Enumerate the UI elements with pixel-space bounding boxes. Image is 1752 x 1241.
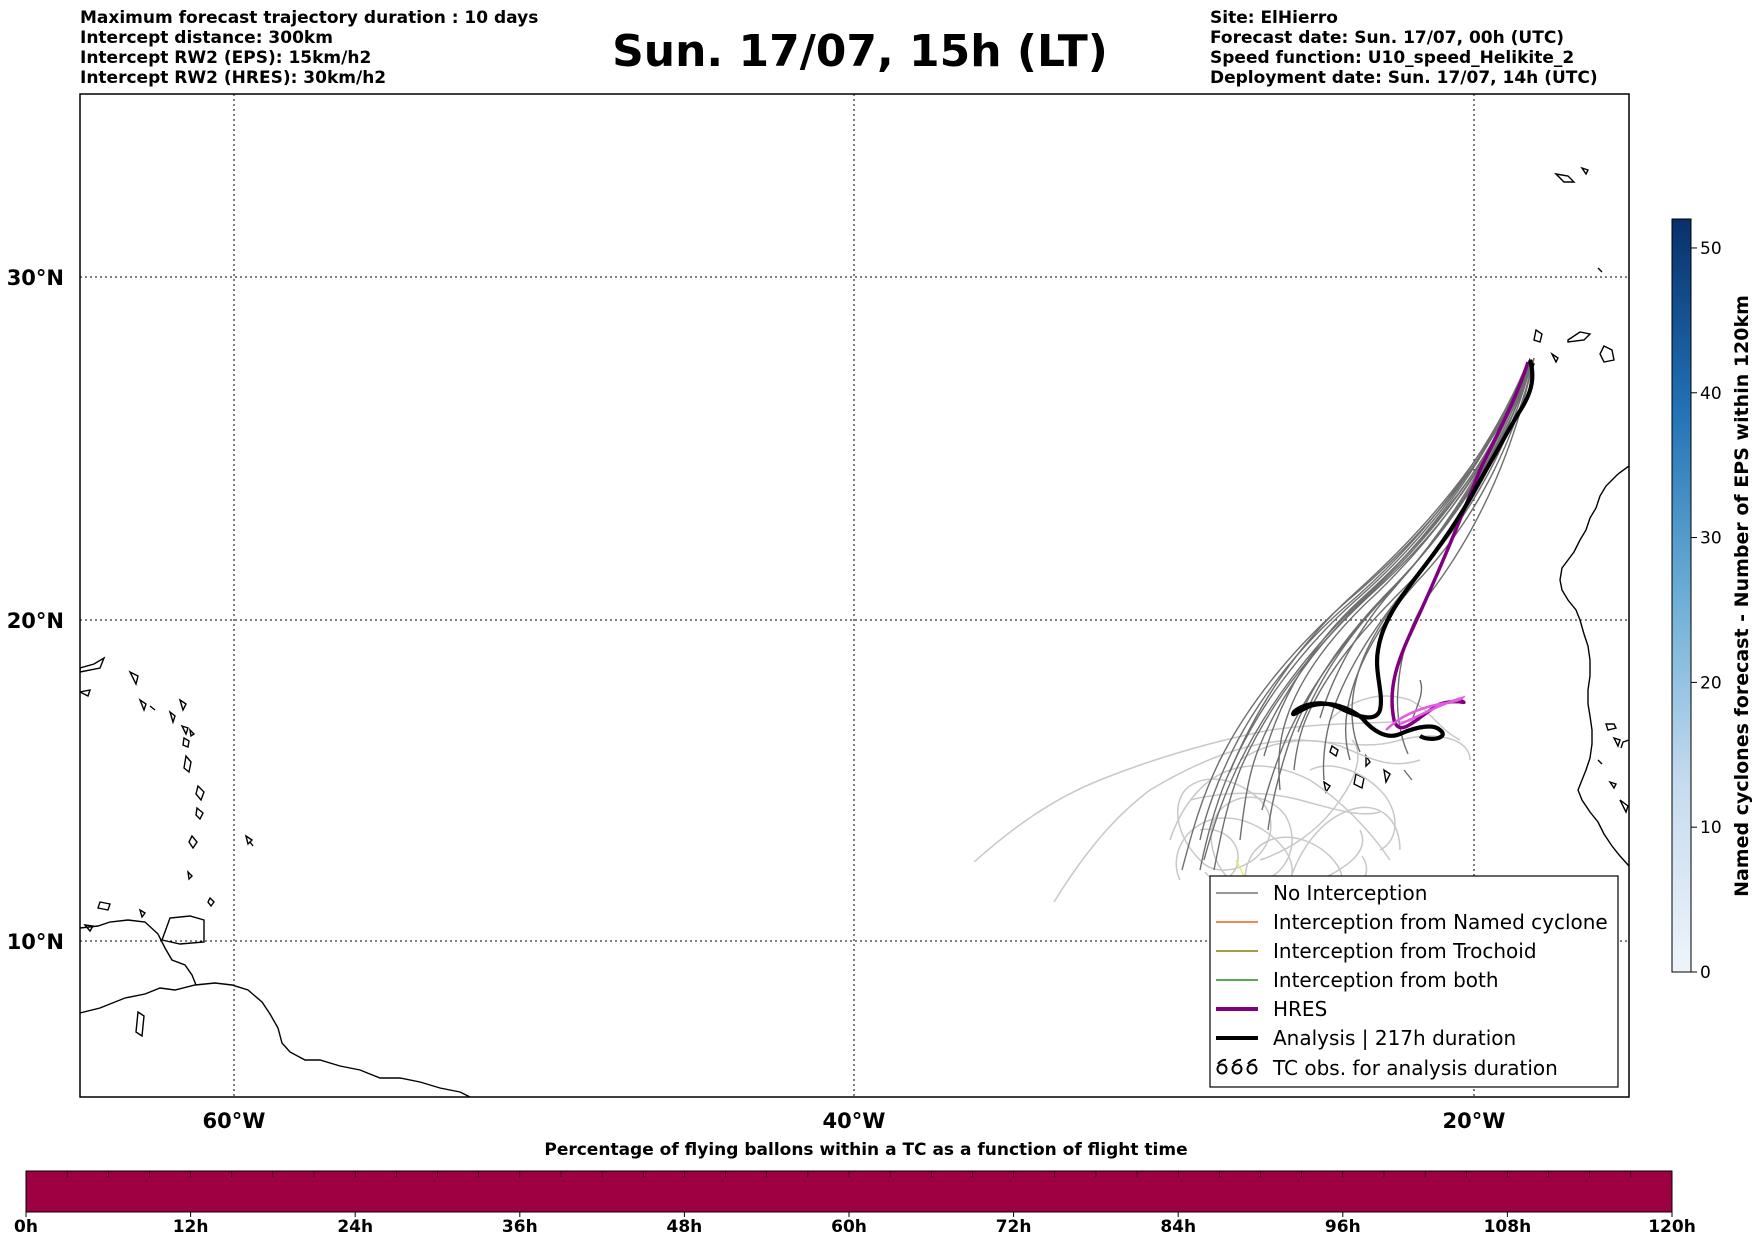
colorbar-bottom-tick-label: 48h — [667, 1217, 703, 1237]
legend-box — [1209, 875, 1619, 1088]
colorbar-bottom-tick-label: 0h — [14, 1217, 38, 1237]
header-intercept-distance: Intercept distance: 300km — [80, 28, 333, 48]
legend-label-trochoid: Interception from Trochoid — [1273, 939, 1537, 963]
legend: No Interception Interception from Named … — [1209, 875, 1619, 1088]
lat-label-10n: 10°N — [7, 930, 64, 954]
lon-label-20w: 20°W — [1443, 1109, 1506, 1133]
header-forecast-date: Forecast date: Sun. 17/07, 00h (UTC) — [1210, 28, 1565, 48]
coast-south-america — [80, 982, 471, 1097]
cyclone-symbols-icon — [1216, 1058, 1258, 1075]
colorbar-flight-time: Percentage of flying ballons within a TC… — [14, 1140, 1696, 1237]
coast-trinidad — [161, 915, 205, 945]
coast-cape-verde — [1322, 744, 1391, 794]
header-intercept-hres: Intercept RW2 (HRES): 30km/h2 — [80, 68, 387, 88]
colorbar-named-cyclones: 0 10 20 30 40 50 Named cyclones forecast - Nu… — [1671, 218, 1752, 983]
header-max-duration: Maximum forecast trajectory duration : 1… — [80, 8, 539, 28]
legend-label-both: Interception from both — [1273, 968, 1499, 992]
colorbar-right-tick-label: 40 — [1700, 384, 1722, 404]
header-site: Site: ElHierro — [1210, 8, 1338, 28]
header-speed-function: Speed function: U10_speed_Helikite_2 — [1210, 48, 1575, 68]
legend-label-analysis: Analysis | 217h duration — [1273, 1026, 1516, 1050]
colorbar-bottom-tick-label: 96h — [1325, 1217, 1361, 1237]
colorbar-bottom-ticks: 0h 12h 24h 36h 48h 60h 72h 84h 96h 108h 120h — [14, 1171, 1696, 1237]
colorbar-right-tick-label: 0 — [1700, 963, 1711, 983]
colorbar-bottom-tick-label: 120h — [1648, 1217, 1696, 1237]
hres-trajectory — [1385, 361, 1530, 731]
coastlines — [80, 166, 1629, 1097]
legend-label-named-cyclone: Interception from Named cyclone — [1273, 910, 1608, 934]
colorbar-right-ticks: 0 10 20 30 40 50 — [1691, 239, 1722, 983]
colorbar-bottom-tick-label: 36h — [502, 1217, 538, 1237]
colorbar-bottom-tick-label: 72h — [996, 1217, 1032, 1237]
colorbar-right-gradient — [1671, 218, 1692, 973]
colorbar-bottom-tick-label: 24h — [337, 1217, 373, 1237]
lat-label-30n: 30°N — [7, 266, 64, 290]
legend-label-hres: HRES — [1273, 997, 1327, 1021]
colorbar-right-tick-label: 30 — [1700, 529, 1722, 549]
colorbar-right-tick-label: 10 — [1700, 818, 1722, 838]
colorbar-bottom-tick-label: 84h — [1160, 1217, 1196, 1237]
coast-africa — [1559, 465, 1629, 867]
legend-label-tc-obs: TC obs. for analysis duration — [1272, 1056, 1558, 1080]
analysis-trajectory — [1291, 359, 1535, 741]
coast-madeira — [1553, 166, 1603, 273]
lat-label-20n: 20°N — [7, 609, 64, 633]
page-title: Sun. 17/07, 15h (LT) — [612, 26, 1108, 77]
colorbar-bottom-tick-label: 108h — [1484, 1217, 1532, 1237]
lon-label-40w: 40°W — [823, 1109, 886, 1133]
coast-islands-virgin — [80, 656, 189, 736]
coast-africa-islands — [1597, 723, 1629, 814]
colorbar-right-tick-label: 50 — [1700, 239, 1722, 259]
colorbar-right-tick-label: 20 — [1700, 673, 1722, 693]
header-intercept-eps: Intercept RW2 (EPS): 15km/h2 — [80, 48, 372, 68]
colorbar-bottom-fill — [25, 1170, 1673, 1213]
colorbar-bottom-title: Percentage of flying ballons within a TC… — [544, 1140, 1187, 1160]
header-right: Site: ElHierro Forecast date: Sun. 17/07… — [1210, 8, 1598, 88]
legend-label-no-interception: No Interception — [1273, 881, 1427, 905]
colorbar-bottom-tick-label: 12h — [173, 1217, 209, 1237]
colorbar-right-label: Named cyclones forecast - Number of EPS … — [1731, 295, 1752, 897]
header-left: Maximum forecast trajectory duration : 1… — [80, 8, 538, 88]
lon-label-60w: 60°W — [203, 1109, 266, 1133]
trochoid-mark — [1235, 859, 1245, 877]
coast-islands-antilles — [83, 698, 254, 1038]
coast-venezuela-north — [80, 919, 197, 986]
header-deployment-date: Deployment date: Sun. 17/07, 14h (UTC) — [1210, 68, 1598, 88]
coast-canaries — [1528, 328, 1615, 373]
colorbar-bottom-tick-label: 60h — [831, 1217, 867, 1237]
